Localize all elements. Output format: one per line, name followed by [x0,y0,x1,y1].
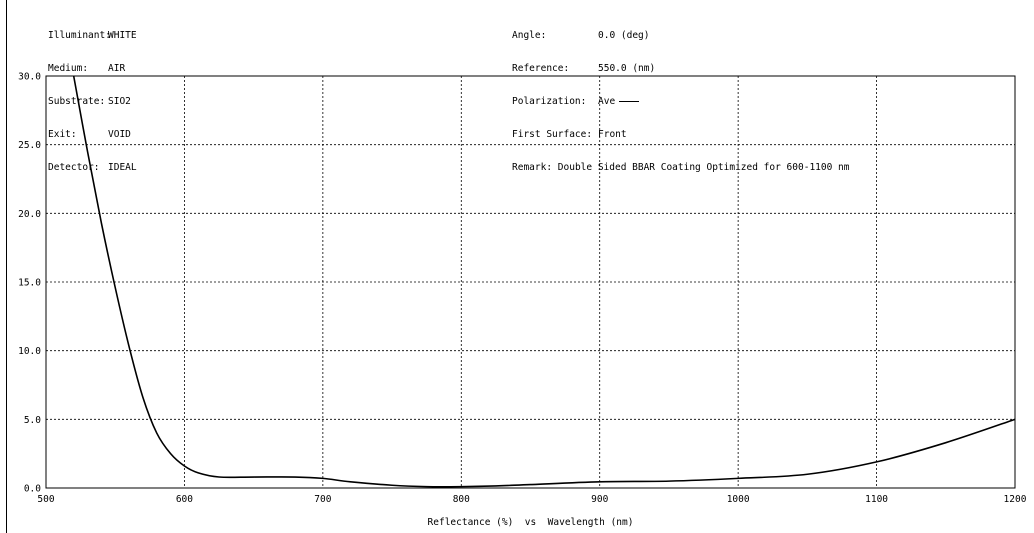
x-tick-label: 1000 [727,494,750,505]
header-value: VOID [108,129,131,140]
y-tick-label: 20.0 [18,209,41,220]
header-label: Substrate: [48,96,106,107]
header-row-angle: Angle: 0.0 (deg) [512,30,849,41]
header-right-block: Angle: 0.0 (deg) Reference: 550.0 (nm) Pol… [512,8,849,184]
header-value: SIO2 [108,96,131,107]
header-value: WHITE [108,30,137,41]
header-row-reference: Reference: 550.0 (nm) [512,63,849,74]
header-value: Ave [598,96,616,107]
x-tick-label: 800 [453,494,470,505]
y-tick-label: 25.0 [18,140,41,151]
header-row-medium: Medium: AIR [48,63,137,74]
header-value: Front [598,129,627,140]
header-row-illuminant: Illuminant:WHITE [48,30,137,41]
header-value: AIR [108,63,126,74]
header-row-first-surface: First Surface: Front [512,129,849,140]
series-lines [72,75,1016,488]
header-value: 550.0 (nm) [598,63,656,74]
y-tick-label: 0.0 [24,484,41,495]
header-label: First Surface: [512,129,593,140]
header-value: Double Sided BBAR Coating Optimized for … [557,162,850,173]
plot-frame [45,75,1016,489]
header-label: Medium: [48,63,89,74]
header-row-detector: Detector: IDEAL [48,162,137,173]
header-value: IDEAL [108,162,137,173]
header-row-substrate: Substrate: SIO2 [48,96,137,107]
header-label: Illuminant: [48,30,111,41]
header-label: Detector: [48,162,100,173]
series-line-ave [72,75,1016,488]
y-tick-label: 15.0 [18,278,41,289]
header-label: Exit: [48,129,77,140]
x-tick-label: 1100 [865,494,888,505]
y-tick-labels: 0.0 5.0 10.0 15.0 20.0 25.0 30.0 [18,72,41,495]
header-value: 0.0 (deg) [598,30,650,41]
y-tick-label: 10.0 [18,346,41,357]
x-axis-label: Reflectance (%) vs Wavelength (nm) [428,517,634,528]
left-frame-border [6,0,7,533]
header-left-block: Illuminant:WHITE Medium: AIR Substrate: SI… [48,8,137,184]
x-tick-label: 700 [314,494,331,505]
header-row-polarization: Polarization: Ave [512,96,849,107]
x-tick-label: 500 [37,494,54,505]
x-tick-label: 600 [176,494,193,505]
grid-lines [46,76,1015,488]
x-tick-labels: 500 600 700 800 900 1000 1100 1200 [37,494,1026,505]
x-tick-label: 1200 [1004,494,1027,505]
legend-line-icon [619,101,640,102]
header-label: Angle: [512,30,547,41]
header-label: Polarization: [512,96,587,107]
header-row-remark: Remark: Double Sided BBAR Coating Optimi… [512,162,849,173]
y-tick-label: 5.0 [24,415,41,426]
header-row-exit: Exit: VOID [48,129,137,140]
header-label: Reference: [512,63,570,74]
x-tick-label: 900 [591,494,608,505]
y-tick-label: 30.0 [18,72,41,83]
header-label: Remark: [512,162,553,173]
